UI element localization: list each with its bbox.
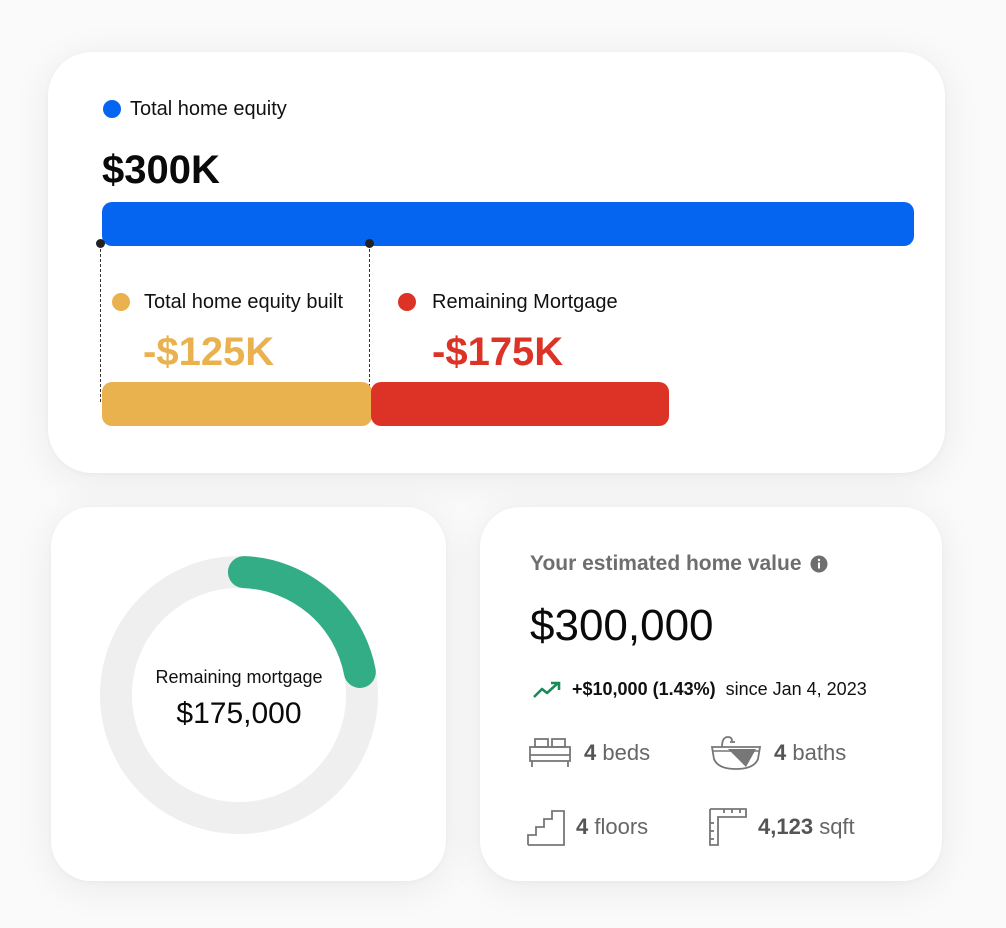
equity-value: $300K bbox=[102, 148, 220, 192]
bed-icon bbox=[526, 733, 574, 773]
home-value-amount: $300,000 bbox=[530, 601, 714, 650]
feature-baths: 4 baths bbox=[708, 733, 846, 773]
marker-pin-right bbox=[365, 239, 374, 248]
beds-count: 4 bbox=[584, 740, 597, 765]
remaining-mortgage-card: Remaining mortgage $175,000 bbox=[51, 507, 446, 881]
baths-unit: baths bbox=[792, 740, 847, 765]
feature-sqft: 4,123 sqft bbox=[708, 807, 855, 847]
stairs-icon bbox=[526, 807, 566, 847]
bathtub-icon bbox=[708, 733, 764, 773]
equity-legend-dot bbox=[103, 100, 121, 118]
info-icon[interactable] bbox=[810, 555, 828, 573]
floors-count: 4 bbox=[576, 814, 589, 839]
value-change-row: +$10,000 (1.43%) since Jan 4, 2023 bbox=[532, 679, 867, 700]
value-change: +$10,000 (1.43%) bbox=[572, 679, 716, 699]
sqft-count: 4,123 bbox=[758, 814, 814, 839]
mortgage-label: Remaining Mortgage bbox=[432, 291, 618, 313]
equity-split-marker-left bbox=[100, 244, 101, 402]
feature-beds: 4 beds bbox=[526, 733, 650, 773]
mortgage-legend-dot bbox=[398, 293, 416, 311]
equity-bar bbox=[102, 202, 914, 246]
feature-floors: 4 floors bbox=[526, 807, 648, 847]
mortgage-donut bbox=[100, 556, 378, 834]
floors-unit: floors bbox=[594, 814, 649, 839]
mortgage-value: -$175K bbox=[432, 330, 564, 374]
marker-pin-left bbox=[96, 239, 105, 248]
value-change-since: since Jan 4, 2023 bbox=[725, 679, 867, 699]
built-bar bbox=[102, 382, 372, 426]
built-label: Total home equity built bbox=[144, 291, 344, 313]
home-value-card: Your estimated home value $300,000 +$10,… bbox=[480, 507, 942, 881]
equity-label: Total home equity bbox=[130, 98, 287, 120]
beds-unit: beds bbox=[602, 740, 651, 765]
mortgage-bar bbox=[371, 382, 669, 426]
donut-value: $175,000 bbox=[176, 697, 302, 730]
home-value-header: Your estimated home value bbox=[530, 552, 828, 576]
built-value: -$125K bbox=[143, 330, 275, 374]
equity-split-marker-right bbox=[369, 244, 370, 402]
home-value-title: Your estimated home value bbox=[530, 552, 802, 575]
baths-count: 4 bbox=[774, 740, 787, 765]
ruler-icon bbox=[708, 807, 748, 847]
sqft-unit: sqft bbox=[819, 814, 855, 839]
trending-up-icon bbox=[532, 680, 562, 700]
built-legend-dot bbox=[112, 293, 130, 311]
donut-label: Remaining mortgage bbox=[155, 667, 323, 687]
donut-progress-arc bbox=[227, 556, 376, 688]
equity-card: Total home equity $300K Total home equit… bbox=[48, 52, 945, 473]
